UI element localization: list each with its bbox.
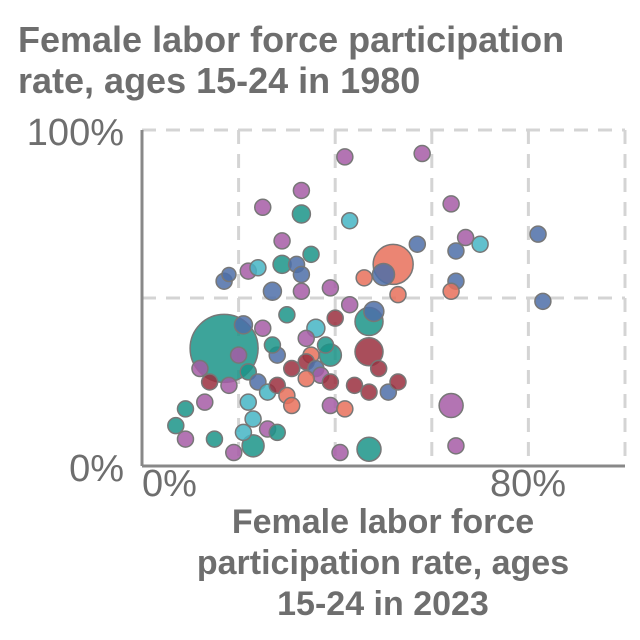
data-point <box>321 279 340 297</box>
data-point <box>340 211 359 230</box>
chart-title-line-1: Female labor force participation <box>18 19 564 60</box>
data-point <box>239 393 258 411</box>
x-tick-label-right: 80% <box>490 463 566 505</box>
data-point <box>291 204 312 224</box>
data-point <box>196 393 214 411</box>
data-point <box>254 198 272 217</box>
data-point <box>297 329 315 348</box>
data-point <box>345 376 364 395</box>
data-point <box>336 400 354 418</box>
data-point <box>200 373 219 391</box>
data-point <box>205 430 224 448</box>
data-point <box>389 373 407 391</box>
chart-title-line-2: rate, ages 15-24 in 1980 <box>18 60 420 101</box>
data-point <box>282 359 301 378</box>
data-point <box>263 336 282 354</box>
data-point <box>254 319 272 337</box>
data-point <box>316 336 335 354</box>
data-point <box>221 266 237 283</box>
data-point <box>438 392 464 419</box>
data-point <box>355 269 373 287</box>
data-point <box>447 242 465 260</box>
data-point <box>413 144 431 163</box>
data-point <box>268 423 286 442</box>
data-point <box>331 443 349 462</box>
x-tick-label-left: 0% <box>142 463 197 505</box>
data-point <box>282 396 301 415</box>
x-axis-label-line-3: 15-24 in 2023 <box>277 585 489 623</box>
data-point <box>241 434 265 458</box>
data-point <box>534 292 552 311</box>
data-point <box>297 369 315 388</box>
data-point <box>167 416 185 435</box>
data-point <box>225 443 243 462</box>
data-point <box>244 410 262 428</box>
data-point <box>176 430 195 448</box>
data-points <box>167 144 552 462</box>
data-point <box>262 281 283 302</box>
data-point <box>408 235 427 253</box>
data-point <box>249 259 267 277</box>
data-point <box>234 423 253 442</box>
data-point <box>321 373 340 391</box>
data-point <box>354 337 384 367</box>
data-point <box>369 359 388 378</box>
gridlines <box>142 128 627 466</box>
data-point <box>356 436 382 462</box>
data-point <box>389 285 407 304</box>
data-point <box>302 245 320 264</box>
data-point <box>442 282 460 301</box>
data-point <box>321 396 340 415</box>
data-point <box>278 306 296 324</box>
data-point <box>471 235 489 253</box>
data-point <box>220 376 238 395</box>
data-point <box>292 282 311 301</box>
x-axis-label-line-2: participation rate, ages <box>197 544 569 582</box>
data-point <box>292 181 311 200</box>
data-point <box>233 315 254 335</box>
data-point <box>371 262 396 287</box>
data-point <box>191 359 209 378</box>
data-point <box>326 309 344 327</box>
y-tick-label-bottom: 0% <box>69 448 124 490</box>
data-point <box>529 225 547 243</box>
data-point <box>340 295 359 314</box>
data-point <box>229 346 248 364</box>
x-axis-label-line-1: Female labor force <box>232 503 534 541</box>
data-point <box>363 300 385 323</box>
data-point <box>176 400 195 418</box>
data-point <box>292 265 311 284</box>
data-point <box>442 195 460 213</box>
y-tick-label-top: 100% <box>27 112 124 154</box>
data-point <box>456 228 475 247</box>
data-point <box>273 232 291 250</box>
data-point <box>447 437 465 455</box>
data-point <box>336 148 354 166</box>
data-point <box>360 383 378 401</box>
